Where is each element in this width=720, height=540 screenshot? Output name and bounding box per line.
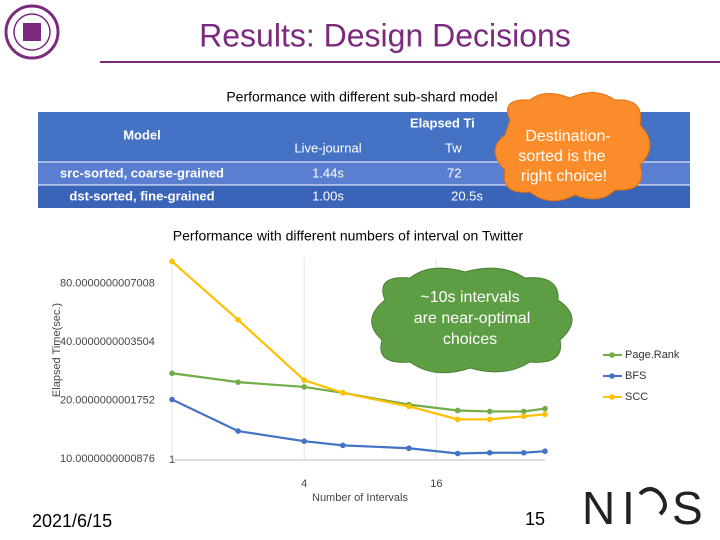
- data-point: [406, 445, 412, 452]
- legend-marker: [609, 352, 615, 358]
- y-tick-label: 10.0000000000876: [60, 453, 155, 465]
- data-point: [235, 317, 241, 323]
- data-point: [520, 449, 527, 456]
- data-point: [542, 448, 548, 455]
- legend-label: SCC: [625, 391, 648, 403]
- table-header-cell: Live-journal: [294, 140, 361, 155]
- callout-text: Destination-: [525, 128, 610, 145]
- callout-text: choices: [443, 331, 497, 348]
- table-cell: src-sorted, coarse-grained: [60, 165, 224, 180]
- logo-letter: S: [672, 482, 703, 534]
- data-point: [486, 416, 493, 423]
- logo-letter: I: [622, 482, 635, 534]
- plot: 10.0000000000876 20.0000000001752 40.00000…: [60, 258, 680, 490]
- data-point: [486, 449, 493, 456]
- y-tick-label: 20.0000000001752: [60, 395, 155, 407]
- legend-label: Page.Rank: [625, 349, 680, 361]
- legend-label: BFS: [625, 370, 646, 382]
- table-cell: 1.44s: [312, 165, 344, 180]
- table-caption: Performance with different sub-shard mod…: [226, 89, 497, 105]
- legend-marker: [609, 394, 615, 400]
- data-point: [340, 442, 346, 449]
- legend-marker: [609, 373, 615, 379]
- callout-text: right choice!: [521, 168, 607, 185]
- data-point: [235, 379, 241, 385]
- x-axis-label: Number of Intervals: [312, 492, 408, 504]
- data-point: [542, 405, 548, 412]
- data-point: [301, 438, 307, 445]
- table-cell: dst-sorted, fine-grained: [69, 188, 214, 203]
- x-tick-label: 16: [430, 478, 442, 490]
- data-point: [301, 384, 307, 390]
- table-header-cell: Elapsed Ti: [410, 115, 475, 130]
- callout-text: are near-optimal: [414, 310, 531, 327]
- data-point: [301, 377, 307, 383]
- nics-logo: N I S: [582, 482, 703, 534]
- data-point: [169, 258, 175, 265]
- data-point: [169, 396, 175, 403]
- table-header-cell: Tw: [445, 140, 462, 155]
- chart-title: Performance with different numbers of in…: [173, 228, 524, 244]
- table-cell: 1.00s: [312, 188, 344, 203]
- y-tick-label: 40.0000000003504: [60, 336, 155, 348]
- data-point: [235, 428, 241, 434]
- university-logo: [4, 4, 60, 60]
- callout-text: ~10s intervals: [420, 289, 519, 306]
- y-tick-label: 80.0000000007008: [60, 278, 155, 290]
- table-header-cell: Model: [123, 127, 161, 142]
- page-number: 15: [525, 509, 545, 529]
- table-cell: 20.5s: [451, 188, 483, 203]
- callout-text: sorted is the: [518, 148, 605, 165]
- data-point: [520, 413, 527, 420]
- logo-letter: N: [582, 482, 615, 534]
- data-point: [542, 411, 548, 418]
- series-line: [171, 372, 546, 413]
- callout-green: ~10s intervals are near-optimal choices: [371, 267, 573, 374]
- data-point: [454, 450, 461, 457]
- series-line: [171, 398, 546, 455]
- data-point: [486, 408, 493, 415]
- table-cell: 72: [447, 165, 461, 180]
- data-point: [454, 416, 461, 423]
- callout-orange: Destination- sorted is the right choice!: [494, 92, 651, 202]
- data-point: [520, 408, 527, 415]
- data-point: [454, 407, 461, 414]
- data-point: [169, 370, 175, 377]
- data-point: [406, 403, 412, 410]
- date: 2021/6/15: [32, 511, 112, 531]
- data-point: [340, 390, 346, 396]
- x-tick-label: 4: [301, 478, 307, 490]
- y-axis-label: Elapsed Time(sec.): [51, 303, 63, 397]
- slide-title: Results: Design Decisions: [199, 17, 571, 53]
